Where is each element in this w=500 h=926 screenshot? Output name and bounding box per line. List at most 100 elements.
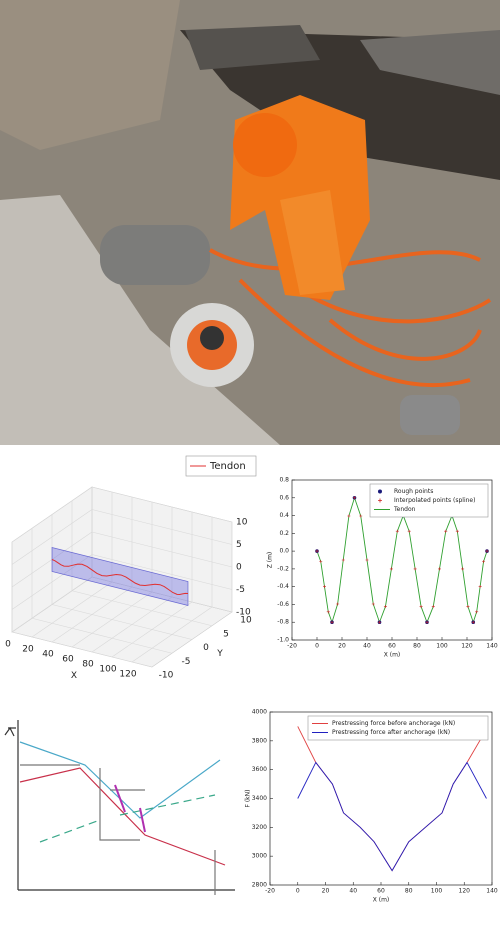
point bbox=[478, 585, 482, 589]
x-tick-label: 80 bbox=[82, 660, 94, 670]
point bbox=[485, 549, 489, 553]
sketch-guide bbox=[20, 764, 216, 895]
x-tick-label: 60 bbox=[62, 655, 74, 665]
drum-hub bbox=[200, 326, 224, 350]
y-tick-label: 0.6 bbox=[279, 494, 289, 501]
point bbox=[315, 549, 319, 553]
y-tick-label: -0.8 bbox=[277, 619, 289, 626]
x-tick-label: 60 bbox=[388, 643, 396, 650]
point bbox=[353, 496, 356, 500]
point bbox=[319, 560, 323, 564]
point bbox=[359, 514, 363, 518]
grid-line bbox=[11, 576, 93, 633]
x-tick-label: 140 bbox=[486, 888, 498, 895]
x-tick-label: 20 bbox=[322, 888, 330, 895]
worker-legs bbox=[280, 190, 345, 295]
y-tick-label: 10 bbox=[240, 616, 252, 626]
grid-line bbox=[91, 576, 233, 613]
grid-line bbox=[11, 486, 93, 543]
y-tick-label: 3000 bbox=[252, 853, 267, 860]
legend-label: Tendon bbox=[393, 506, 416, 513]
y-tick-label: -5 bbox=[182, 657, 191, 667]
point bbox=[341, 558, 345, 562]
soil bbox=[0, 0, 180, 150]
grid-line bbox=[11, 631, 153, 668]
y-tick-label: 0.2 bbox=[279, 530, 289, 537]
legend-label: Prestressing force after anchorage (kN) bbox=[332, 729, 450, 736]
x-tick-label: 60 bbox=[377, 888, 385, 895]
z-tick-label: 5 bbox=[236, 540, 242, 550]
point bbox=[371, 602, 375, 606]
grate bbox=[185, 25, 320, 70]
x-tick-label: 0 bbox=[5, 640, 11, 650]
legend-label: Interpolated points (spline) bbox=[394, 497, 475, 504]
grid-line bbox=[51, 604, 193, 640]
point bbox=[365, 558, 369, 562]
beam bbox=[51, 547, 189, 606]
point bbox=[413, 567, 417, 571]
grid-line bbox=[91, 554, 233, 590]
sketch-mark bbox=[114, 784, 146, 833]
x-tick-label: 80 bbox=[413, 643, 421, 650]
y-tick-label: -0.2 bbox=[277, 565, 289, 572]
point bbox=[466, 605, 470, 609]
y-tick-label: 3200 bbox=[252, 824, 267, 831]
y-tick-label: -1.0 bbox=[277, 637, 289, 644]
photo bbox=[0, 0, 500, 445]
point bbox=[475, 610, 479, 614]
sketch-line bbox=[39, 794, 216, 843]
x-axis-label: X (m) bbox=[384, 652, 401, 659]
sketch-line bbox=[19, 767, 226, 866]
point bbox=[438, 567, 441, 571]
x-tick-label: 100 bbox=[431, 888, 443, 895]
point bbox=[444, 529, 448, 533]
jack bbox=[100, 225, 210, 285]
sketch bbox=[4, 720, 235, 895]
y-axis-label: Y bbox=[216, 649, 223, 659]
x-tick-label: 120 bbox=[459, 888, 471, 895]
x-tick-label: -20 bbox=[287, 643, 297, 650]
point bbox=[455, 529, 459, 533]
x-tick-label: 20 bbox=[338, 643, 346, 650]
grid-line bbox=[91, 531, 233, 568]
legend-marker bbox=[378, 489, 382, 494]
gauge bbox=[400, 395, 460, 435]
y-tick-label: 5 bbox=[223, 629, 229, 639]
point bbox=[389, 567, 393, 571]
y-tick-label: 3400 bbox=[252, 795, 267, 802]
point bbox=[383, 605, 387, 609]
z-tick-label: -5 bbox=[236, 585, 245, 595]
x-tick-label: -20 bbox=[265, 888, 275, 895]
point bbox=[330, 620, 334, 624]
x-tick-label: 120 bbox=[461, 643, 473, 650]
y-axis-label: F (kN) bbox=[245, 789, 252, 807]
grid-line bbox=[91, 509, 233, 545]
grid-line bbox=[71, 590, 213, 627]
point bbox=[461, 567, 465, 571]
point bbox=[378, 620, 381, 624]
legend-box bbox=[185, 455, 257, 477]
grid-line bbox=[31, 617, 173, 654]
point bbox=[347, 514, 351, 518]
legend-label: Tendon bbox=[209, 461, 246, 472]
x-axis-label: X (m) bbox=[373, 897, 390, 904]
y-tick-label: 0.4 bbox=[279, 512, 289, 519]
x-tick-label: 40 bbox=[363, 643, 371, 650]
z-tick-label: 10 bbox=[236, 518, 248, 528]
y-tick-label: -10 bbox=[159, 671, 174, 681]
x-tick-label: 40 bbox=[349, 888, 357, 895]
point bbox=[425, 620, 429, 624]
legend-box bbox=[369, 483, 489, 518]
x-tick-label: 140 bbox=[486, 643, 498, 650]
point bbox=[336, 602, 340, 606]
y-tick-label: -0.4 bbox=[277, 583, 289, 590]
legend-box bbox=[307, 715, 489, 741]
point bbox=[419, 605, 423, 609]
x-tick-label: 100 bbox=[436, 643, 448, 650]
y-tick-label: 3600 bbox=[252, 766, 267, 773]
y-tick-label: 0.0 bbox=[279, 548, 289, 555]
x-tick-label: 120 bbox=[119, 670, 136, 680]
x-tick-label: 80 bbox=[405, 888, 413, 895]
x-tick-label: 100 bbox=[99, 665, 116, 675]
point bbox=[482, 560, 486, 564]
